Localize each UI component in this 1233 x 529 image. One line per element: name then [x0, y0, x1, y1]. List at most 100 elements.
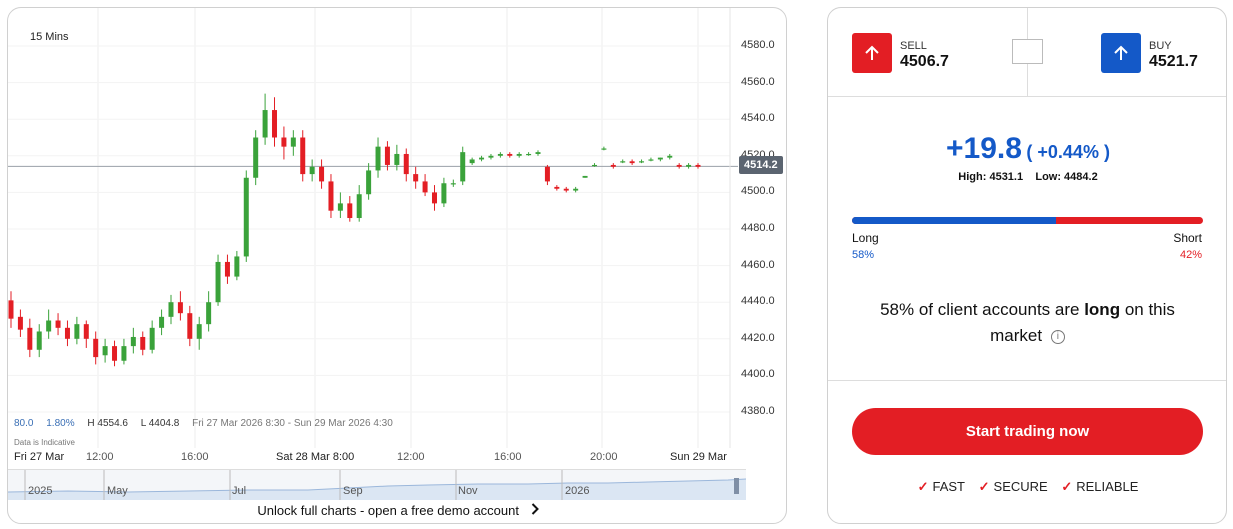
candle-body [450, 183, 456, 185]
candle-body [121, 346, 127, 361]
y-tick-label: 4480.0 [741, 222, 775, 234]
candle-body [8, 300, 14, 319]
candle-body [17, 316, 23, 330]
navigator-strip[interactable] [8, 469, 746, 500]
candle-body [384, 146, 390, 165]
navigator-handle [734, 478, 739, 494]
change-percent: ( +0.44% ) [1026, 142, 1110, 162]
candle-body [74, 324, 80, 339]
check-icon: ✓ [1061, 479, 1073, 494]
sentiment-bar [852, 217, 1203, 224]
candle-body [582, 175, 588, 178]
short-percent: 42% [1179, 249, 1202, 261]
y-tick-label: 4400.0 [741, 368, 775, 381]
candle-body [403, 153, 409, 175]
candle-body [234, 256, 240, 277]
nav-label: May [107, 485, 128, 497]
candle-body [328, 181, 334, 211]
y-tick-label: 4560.0 [741, 75, 775, 88]
quantity-box[interactable] [1012, 39, 1043, 64]
buy-button[interactable] [1101, 33, 1141, 73]
sentence-part: 58% of client accounts are [880, 300, 1085, 319]
candle-body [686, 164, 692, 167]
candle-body [469, 159, 475, 164]
candle-body [526, 153, 532, 156]
candle-body [55, 320, 61, 328]
candle-body [375, 146, 381, 171]
current-price-tag: 4514.2 [739, 156, 783, 174]
day-high: High: 4531.1 [958, 171, 1024, 183]
candle-body [177, 302, 183, 314]
y-tick-label: 4540.0 [741, 112, 775, 125]
candle-body [620, 161, 626, 163]
day-low: Low: 4484.2 [1035, 171, 1098, 183]
divider [828, 380, 1226, 381]
candle-body [337, 203, 343, 211]
candle-body [629, 161, 635, 164]
long-label: Long [852, 231, 879, 245]
high-low: High: 4531.1 Low: 4484.2 [828, 171, 1226, 183]
change-absolute: +19.8 [946, 132, 1022, 165]
interval-selector[interactable]: 15 Mins [30, 31, 69, 43]
x-axis: Fri 27 Mar 12:00 16:00 Sat 28 Mar 8:00 1… [8, 451, 748, 467]
candle-body [46, 320, 52, 332]
info-icon[interactable]: i [1050, 329, 1065, 344]
candle-body [149, 327, 155, 350]
divider [828, 96, 1226, 97]
candle-body [27, 327, 33, 350]
candle-body [573, 188, 579, 191]
nav-label: Sep [343, 485, 363, 497]
candle-body [224, 261, 230, 277]
nav-label: 2026 [565, 485, 590, 497]
nav-label: 2025 [28, 485, 53, 497]
price-change: +19.8 ( +0.44% ) [828, 132, 1226, 166]
price-chart[interactable] [8, 8, 787, 468]
chart-low: L 4404.8 [140, 418, 180, 429]
candle-body [639, 161, 645, 163]
unlock-charts-link[interactable]: Unlock full charts - open a free demo ac… [8, 503, 786, 518]
candle-body [516, 153, 522, 156]
candle-body [366, 170, 372, 195]
candle-body [36, 331, 42, 350]
y-tick-label: 4380.0 [741, 405, 775, 417]
nav-label: Jul [232, 485, 247, 497]
y-tick-label: 4580.0 [741, 39, 775, 51]
candle-body [130, 336, 136, 347]
y-tick-label: 4420.0 [741, 331, 775, 344]
candle-body [544, 166, 550, 182]
candle-body [168, 302, 174, 317]
chart-panel: 15 Mins 4580.0 4560.0 4540.0 4520.0 4500.0 44… [7, 7, 787, 524]
buy-label: BUY [1149, 40, 1172, 52]
candle-body [102, 346, 108, 356]
chart-high: H 4554.6 [87, 418, 128, 429]
y-tick-label: 4440.0 [741, 295, 775, 308]
candle-body [563, 188, 569, 191]
candle-body [422, 181, 428, 193]
features-list: ✓ FAST ✓ SECURE ✓ RELIABLE [828, 479, 1226, 495]
candle-body [667, 155, 673, 158]
start-trading-button[interactable]: Start trading now [852, 408, 1203, 455]
sell-button[interactable] [852, 33, 892, 73]
chart-date-range: Fri 27 Mar 2026 8:30 - Sun 29 Mar 2026 4… [192, 418, 393, 429]
candle-body [187, 313, 193, 339]
x-tick-label: 16:00 [494, 451, 522, 463]
sell-price: 4506.7 [900, 53, 949, 70]
candle-body [441, 183, 447, 204]
candle-body [610, 164, 616, 167]
y-tick-label: 4500.0 [741, 185, 775, 198]
candle-body [347, 203, 353, 219]
sell-label: SELL [900, 40, 927, 52]
candle-body [319, 166, 325, 182]
buy-price: 4521.7 [1149, 53, 1198, 70]
change-percent: 1.80% [46, 418, 75, 429]
y-tick-label: 4460.0 [741, 258, 775, 271]
candle-body [394, 153, 400, 165]
candle-body [272, 110, 278, 138]
arrow-up-icon [1114, 45, 1128, 60]
indicative-note: Data is Indicative [14, 438, 75, 447]
candle-body [431, 192, 437, 204]
candle-body [591, 164, 597, 167]
chevron-right-icon [531, 503, 539, 518]
candle-body [497, 153, 503, 156]
candle-body [356, 194, 362, 219]
